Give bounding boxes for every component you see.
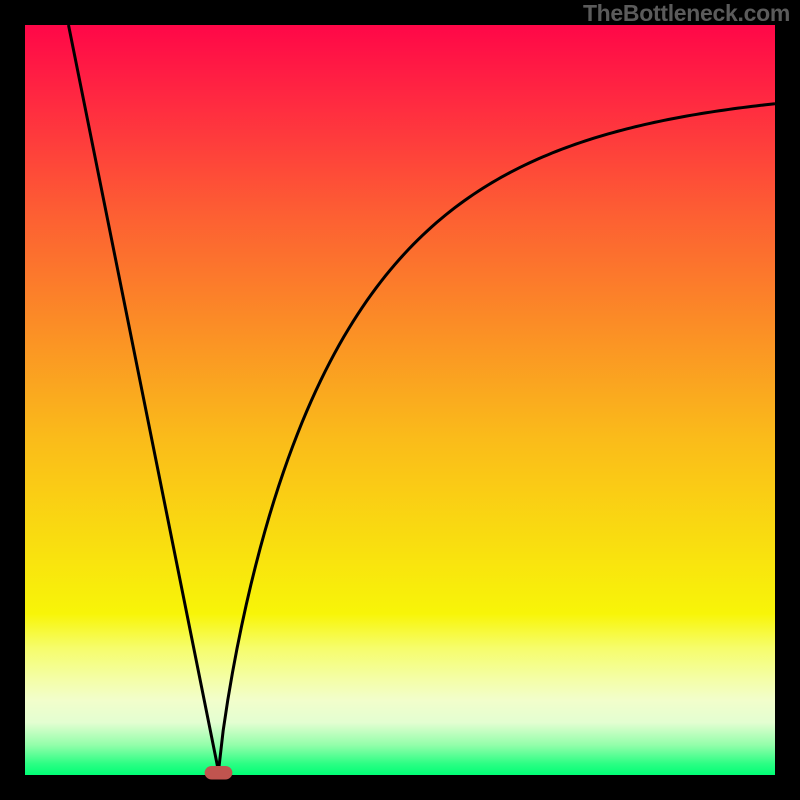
notch-marker [205, 766, 233, 780]
watermark-text: TheBottleneck.com [583, 0, 790, 27]
chart-svg [0, 0, 800, 800]
chart-frame: TheBottleneck.com [0, 0, 800, 800]
plot-background [25, 25, 775, 775]
